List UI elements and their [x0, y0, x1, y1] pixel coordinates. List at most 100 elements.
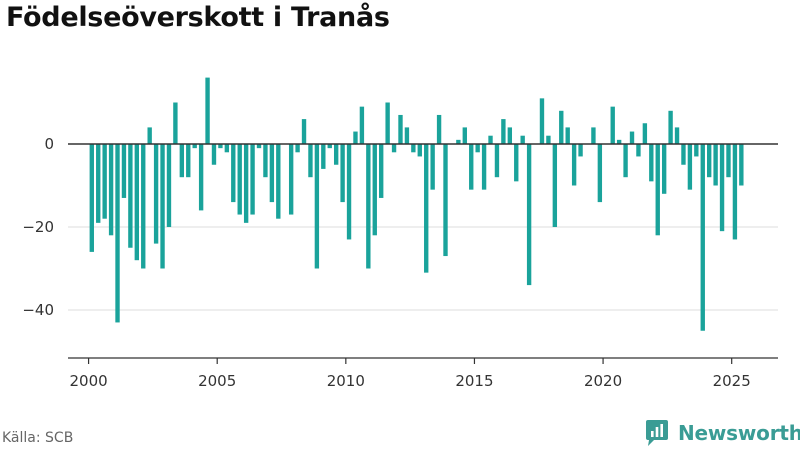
bar: [128, 144, 133, 248]
bar: [674, 127, 680, 144]
bar: [404, 127, 410, 144]
bar: [514, 144, 519, 182]
bar: [623, 144, 628, 178]
bar: [340, 144, 345, 203]
bar: [314, 144, 320, 269]
bar: [430, 144, 435, 190]
source-note: Källa: SCB: [2, 430, 74, 446]
bar: [295, 144, 300, 153]
bar: [436, 114, 442, 144]
bar: [475, 144, 480, 153]
bar: [276, 144, 281, 219]
bar: [629, 131, 635, 144]
bar: [520, 135, 525, 144]
x-tick-label: 2020: [584, 372, 622, 390]
bar: [616, 139, 622, 144]
bar: [263, 144, 268, 178]
bar: [333, 144, 339, 165]
bar: [565, 127, 570, 144]
bar: [571, 144, 577, 186]
bar: [424, 144, 429, 273]
bar: [237, 144, 242, 215]
bar: [687, 144, 693, 190]
bar: [224, 144, 230, 153]
bar: [166, 144, 172, 227]
bar: [327, 144, 332, 149]
bar: [134, 144, 139, 261]
bar: [243, 144, 249, 223]
bar: [153, 144, 159, 244]
bar: [469, 144, 474, 190]
bar: [494, 144, 500, 178]
newsworthy-logo-icon: [646, 420, 668, 446]
bar: [147, 127, 152, 144]
bar: [559, 110, 564, 144]
bar: [552, 144, 558, 227]
x-tick-label: 2025: [713, 372, 751, 390]
bar: [321, 144, 326, 169]
bar: [636, 144, 641, 157]
brand-logo[interactable]: Newsworthy: [644, 418, 800, 448]
bar: [610, 106, 615, 144]
bar: [642, 123, 648, 144]
bar: [456, 139, 461, 144]
y-tick-label: 0: [44, 135, 54, 153]
bar: [218, 144, 223, 149]
bar: [732, 144, 738, 240]
x-tick-label: 2000: [69, 372, 107, 390]
bar: [661, 144, 667, 194]
bar: [655, 144, 660, 236]
bar: [726, 144, 731, 178]
bar: [385, 102, 390, 144]
bar: [198, 144, 204, 211]
bar: [353, 131, 358, 144]
bar: [288, 144, 294, 215]
chart-title: Födelseöverskott i Tranås: [6, 2, 390, 33]
bar: [366, 144, 371, 269]
bar: [359, 106, 365, 144]
y-tick-label: −40: [22, 301, 54, 319]
bar: [597, 144, 603, 203]
bar: [481, 144, 487, 190]
bar: [462, 127, 467, 144]
bar: [739, 144, 744, 186]
bar: [301, 119, 307, 144]
bar: [269, 144, 275, 203]
bar: [256, 144, 262, 149]
bar: [417, 144, 422, 157]
bar: [372, 144, 377, 236]
x-tick-label: 2005: [198, 372, 236, 390]
x-tick-label: 2015: [455, 372, 493, 390]
bar: [192, 144, 197, 149]
bar: [649, 144, 654, 182]
bar: [591, 127, 596, 144]
bar: [173, 102, 178, 144]
bar: [578, 144, 583, 157]
bar: [700, 144, 705, 331]
bar: [546, 135, 551, 144]
bar: [488, 135, 493, 144]
bar: [231, 144, 236, 203]
bar: [346, 144, 352, 240]
bar: [205, 77, 210, 144]
bar: [719, 144, 725, 232]
bar: [507, 127, 513, 144]
bar: [443, 144, 448, 257]
bar-chart: 2000 2005 2010 2015 2020 2025 0 −20 −40: [22, 77, 778, 390]
bar-series: [89, 77, 744, 331]
bar: [694, 144, 699, 157]
bar: [707, 144, 712, 178]
bar: [211, 144, 217, 165]
bar: [102, 144, 107, 219]
bar: [179, 144, 185, 178]
bar: [250, 144, 255, 215]
y-axis-ticks: 0 −20 −40: [22, 135, 54, 319]
x-tick-label: 2010: [327, 372, 365, 390]
bar: [121, 144, 127, 198]
bar: [89, 144, 94, 252]
bar: [379, 144, 384, 198]
bar: [186, 144, 191, 178]
bar: [108, 144, 114, 236]
bar: [308, 144, 313, 178]
bar: [713, 144, 718, 186]
